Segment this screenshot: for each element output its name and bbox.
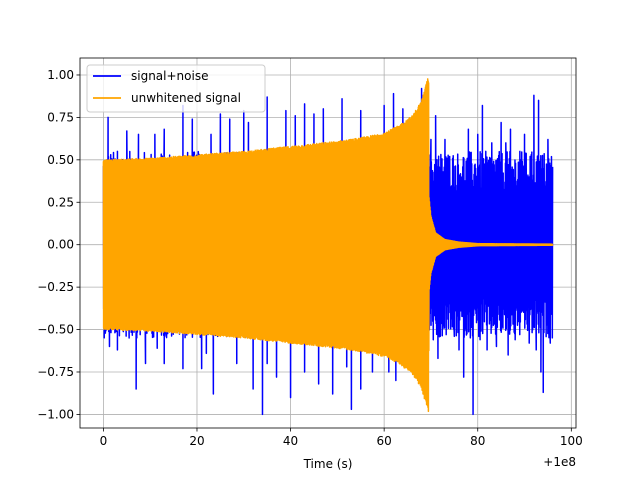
- y-tick-label: 0.00: [47, 238, 74, 252]
- x-axis-offset-label: +1e8: [543, 455, 576, 469]
- x-tick-label: 40: [283, 434, 298, 448]
- plot-series: [102, 78, 554, 416]
- x-tick-label: 0: [100, 434, 108, 448]
- y-tick-label: 0.50: [47, 153, 74, 167]
- y-tick-label: −0.75: [37, 365, 74, 379]
- legend: signal+noise unwhitened signal: [86, 64, 266, 113]
- series-unwhitened-signal-line: [102, 78, 554, 413]
- x-tick-label: 80: [470, 434, 485, 448]
- y-tick-label: −0.25: [37, 280, 74, 294]
- axis-ticks: 0 20 40 60 80 100 −1.00 −0.75 −0.50 −0.25 0.00 0.25…: [37, 68, 583, 448]
- legend-label-signal-noise: signal+noise: [131, 69, 208, 83]
- x-tick-label: 20: [189, 434, 204, 448]
- y-tick-label: −1.00: [37, 407, 74, 421]
- y-tick-label: −0.50: [37, 323, 74, 337]
- y-tick-label: 1.00: [47, 68, 74, 82]
- axes-frame: [79, 57, 577, 429]
- legend-label-unwhitened-signal: unwhitened signal: [131, 91, 241, 105]
- y-tick-label: 0.75: [47, 110, 74, 124]
- x-axis-label: Time (s): [303, 457, 353, 471]
- legend-box: [86, 64, 266, 113]
- x-tick-label: 100: [560, 434, 583, 448]
- y-tick-label: 0.25: [47, 195, 74, 209]
- x-tick-label: 60: [377, 434, 392, 448]
